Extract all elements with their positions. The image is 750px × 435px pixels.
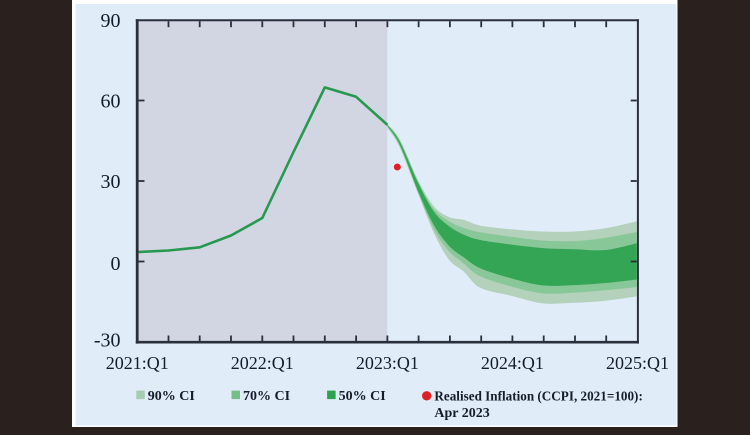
svg-text:70% CI: 70% CI [243,389,290,404]
svg-text:2024:Q1: 2024:Q1 [481,353,544,373]
svg-text:2021:Q1: 2021:Q1 [106,353,169,373]
svg-text:50% CI: 50% CI [339,389,386,404]
svg-text:2023:Q1: 2023:Q1 [356,353,419,373]
svg-text:90: 90 [101,10,121,32]
svg-text:30: 30 [101,171,121,193]
svg-text:-30: -30 [94,330,121,352]
svg-text:2025:Q1: 2025:Q1 [606,353,669,373]
svg-text:90% CI: 90% CI [148,389,195,404]
svg-text:Apr 2023: Apr 2023 [434,406,489,421]
svg-text:Realised Inflation (CCPI, 2021: Realised Inflation (CCPI, 2021=100): [434,388,642,404]
svg-text:60: 60 [101,91,121,113]
svg-text:2022:Q1: 2022:Q1 [231,353,294,373]
svg-text:0: 0 [111,253,121,275]
